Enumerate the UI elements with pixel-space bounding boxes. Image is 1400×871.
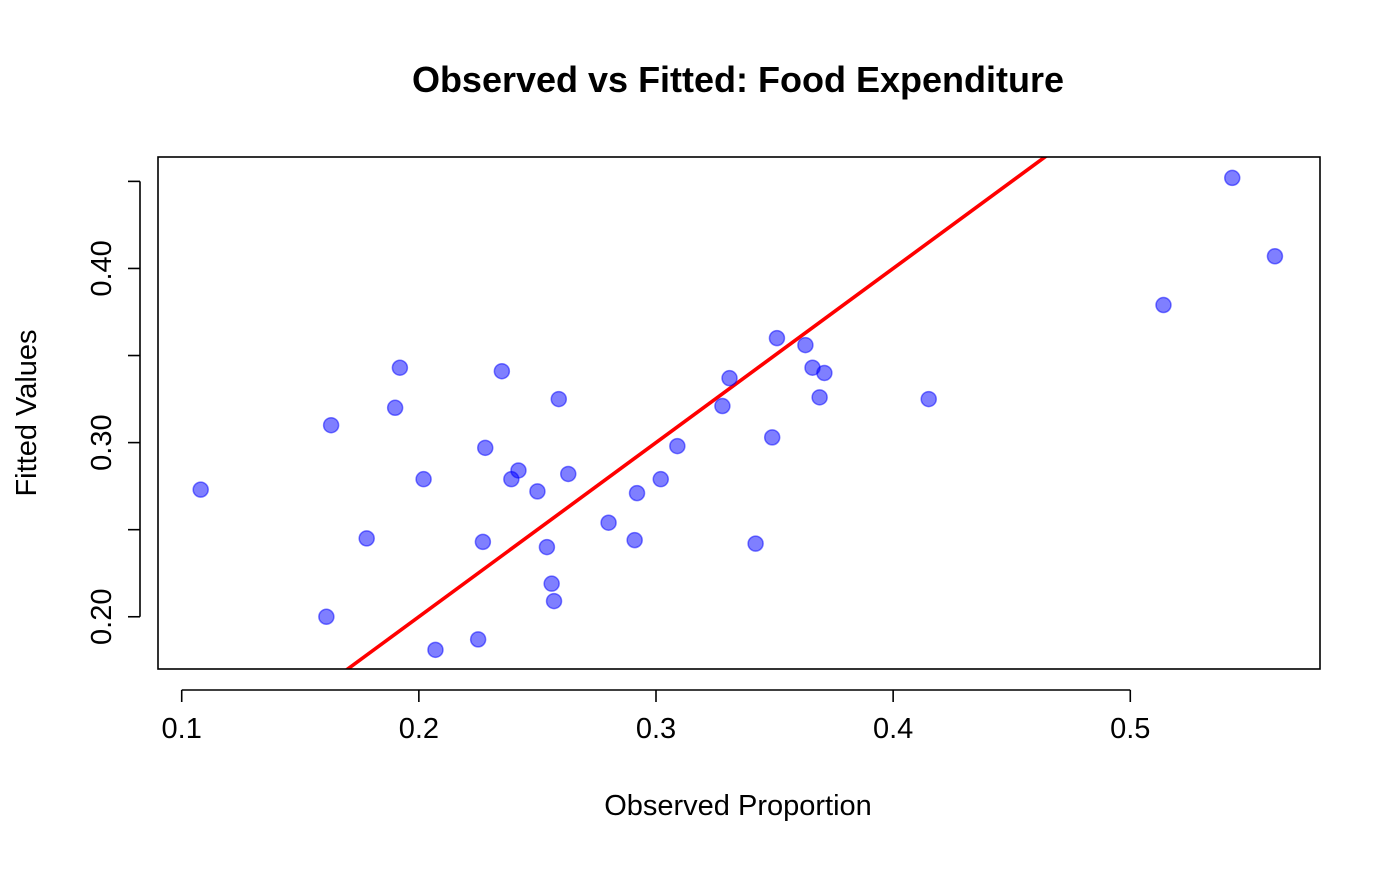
y-axis-label: Fitted Values — [11, 329, 43, 496]
data-point — [510, 462, 527, 479]
plot-frame — [157, 156, 1321, 670]
data-point — [811, 389, 828, 406]
data-point — [626, 531, 643, 549]
y-tick-label: 0.30 — [86, 414, 118, 470]
data-point — [493, 362, 511, 380]
data-point — [322, 416, 340, 434]
data-points — [192, 169, 1284, 659]
data-point — [747, 535, 764, 552]
data-point — [538, 538, 556, 556]
data-point — [1224, 169, 1241, 187]
data-point — [318, 608, 335, 626]
x-tick-label: 0.1 — [162, 713, 202, 745]
data-point — [529, 483, 546, 500]
data-point — [628, 484, 646, 502]
y-axis: 0.20 0.30 0.40 — [86, 180, 141, 645]
data-point — [669, 437, 686, 455]
x-tick-label: 0.2 — [399, 713, 439, 745]
data-point — [192, 481, 209, 498]
y-tick-label: 0.20 — [86, 589, 118, 645]
data-point — [474, 533, 492, 551]
data-point — [797, 336, 814, 354]
data-point — [721, 369, 738, 387]
data-point — [415, 470, 432, 488]
data-point — [1155, 296, 1172, 314]
data-point — [1266, 248, 1284, 265]
reference-line — [344, 157, 1048, 669]
data-point — [543, 575, 560, 592]
x-axis: 0.1 0.2 0.3 0.4 0.5 — [162, 689, 1150, 745]
data-point — [391, 359, 409, 376]
data-point — [550, 390, 568, 408]
y-tick-label: 0.40 — [86, 240, 118, 296]
data-point — [427, 641, 444, 659]
data-point — [560, 465, 577, 483]
data-point — [477, 439, 494, 457]
data-point — [763, 429, 781, 446]
data-point — [469, 631, 487, 648]
data-point — [714, 397, 731, 415]
x-tick-label: 0.5 — [1110, 713, 1150, 745]
x-tick-label: 0.3 — [636, 713, 676, 745]
data-point — [768, 329, 786, 347]
x-tick-label: 0.4 — [873, 713, 913, 745]
data-point — [816, 364, 833, 382]
data-point — [600, 514, 617, 531]
x-axis-label: Observed Proportion — [604, 790, 872, 822]
data-point — [545, 592, 563, 610]
data-point — [358, 530, 375, 547]
data-point — [386, 399, 404, 417]
data-point — [652, 470, 669, 488]
data-point — [920, 390, 937, 408]
chart-title: Observed vs Fitted: Food Expenditure — [412, 59, 1064, 100]
